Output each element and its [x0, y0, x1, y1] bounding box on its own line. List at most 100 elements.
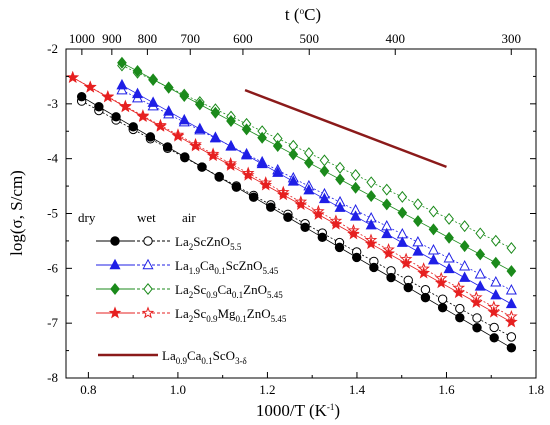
series-4-dry-point [101, 90, 115, 103]
series-3-dry-point [210, 106, 221, 119]
series-4-dry-point [364, 237, 378, 250]
series-3-dry-point [381, 198, 392, 211]
series-3-dry-point [304, 156, 314, 169]
series-1-wet-point [506, 332, 517, 342]
series-4-dry-point [119, 100, 132, 113]
series-3-wet-point [397, 190, 408, 203]
series-1-dry-point [386, 272, 396, 283]
y-axis-title: log(σ, S/cm) [7, 170, 26, 256]
series-2-dry-point [490, 288, 502, 300]
series-3-wet-point [490, 234, 501, 247]
series-1-dry-point [420, 292, 431, 303]
x-tick-label: 0.8 [80, 382, 96, 397]
series-3-dry-point [490, 256, 501, 269]
series-4-dry-point [469, 295, 483, 308]
series-2-dry-point [272, 166, 284, 177]
series-2-dry-point [350, 210, 362, 221]
series-1-dry-point [455, 313, 465, 323]
series-1-dry-point [317, 232, 328, 243]
series-3-wet-point [459, 220, 470, 233]
series-3-dry-point [132, 65, 143, 78]
series-1-dry-point [334, 242, 345, 253]
series-3-dry-point [444, 231, 454, 244]
series-3-dry-point [413, 215, 423, 228]
series-4-dry-point [312, 207, 325, 220]
series-1-dry-point [128, 122, 138, 132]
series-3-dry-point [397, 206, 408, 219]
series-2-dry-point [427, 253, 440, 265]
series-4-dry-point [505, 315, 518, 328]
series-2-dry-point [505, 297, 517, 309]
series-1-dry-point [197, 162, 207, 172]
plot-area [66, 56, 518, 353]
series-1-dry-point [472, 323, 482, 333]
series-3-dry-point [428, 223, 439, 236]
series-4-dry-point [66, 70, 80, 83]
top-tick-label: 600 [233, 31, 253, 46]
x-tick-label: 1.4 [349, 382, 366, 397]
legend-label-2: La1.9Ca0.1ScZnO5.45 [175, 258, 279, 276]
series-3-dry-point [319, 165, 330, 178]
y-tick-label: -7 [47, 315, 58, 330]
series-1-wet-point [437, 294, 448, 304]
series-2-dry-point [163, 105, 175, 116]
series-3-dry-point [179, 90, 190, 103]
legend-dry-marker [108, 306, 122, 319]
series-3-dry-point [350, 181, 361, 194]
series-3-wet-point [381, 183, 392, 196]
y-tick-label: -3 [47, 96, 58, 111]
series-4-dry-point [347, 227, 360, 240]
series-1-dry-point [437, 302, 448, 313]
series-1-dry-point [145, 132, 156, 142]
series-4-dry-point [399, 256, 413, 269]
series-1-dry-point [266, 202, 276, 212]
series-3-dry-point [459, 240, 470, 253]
series-4 [66, 70, 518, 328]
series-3-wet-point [475, 227, 486, 240]
series-4-dry-point [487, 305, 501, 318]
series-3-dry-point [226, 115, 236, 128]
series-2-dry-point [116, 78, 128, 90]
series-2-dry-point [412, 245, 424, 256]
series-2-wet-point [474, 267, 486, 279]
series-2-wet-point [443, 251, 455, 263]
series-1-dry-point [111, 112, 121, 122]
series-1-wet-point [455, 303, 465, 314]
series-1-dry-point [403, 282, 413, 293]
legend-header-air: air [182, 210, 196, 225]
series-1-wet-point [489, 322, 499, 333]
series-4-dry-point [224, 158, 237, 171]
series-4-dry-point [417, 266, 430, 279]
legend-dry-marker [110, 236, 120, 246]
legend-label-5: La0.9Ca0.1ScO3-δ [162, 348, 247, 366]
series-2-dry-point [474, 280, 486, 291]
series-2-dry-point [459, 271, 471, 282]
series-3-dry-point [288, 148, 299, 161]
series-1-wet-point [472, 313, 482, 323]
legend: dry wet air La2ScZnO5.5 La1.9Ca0.1ScZnO5… [78, 210, 287, 366]
series-3-dry-point [335, 173, 345, 186]
series-3-dry-point [272, 140, 283, 153]
y-tick-label: -6 [47, 260, 58, 275]
series-1-dry-point [506, 343, 517, 353]
series-3-dry-point [475, 248, 486, 261]
series-3-dry-point [257, 131, 267, 144]
legend-wet-marker [143, 236, 153, 246]
series-4-dry-point [206, 149, 220, 162]
series-1-dry-point [94, 102, 104, 112]
series-1 [76, 92, 517, 353]
top-tick-label: 300 [502, 31, 522, 46]
series-1-dry-point [283, 212, 293, 222]
reference-line [244, 88, 447, 169]
series-2-wet-point [505, 283, 517, 295]
legend-header-dry: dry [78, 210, 96, 225]
series-2-dry-point [287, 175, 299, 186]
series-3-dry-point [241, 123, 252, 136]
series-2-dry-point [303, 183, 315, 195]
series-4-dry-point [452, 286, 466, 299]
legend-dry-marker [110, 283, 120, 295]
series-1-dry-point [180, 152, 190, 162]
series-3-wet-point [428, 205, 439, 218]
